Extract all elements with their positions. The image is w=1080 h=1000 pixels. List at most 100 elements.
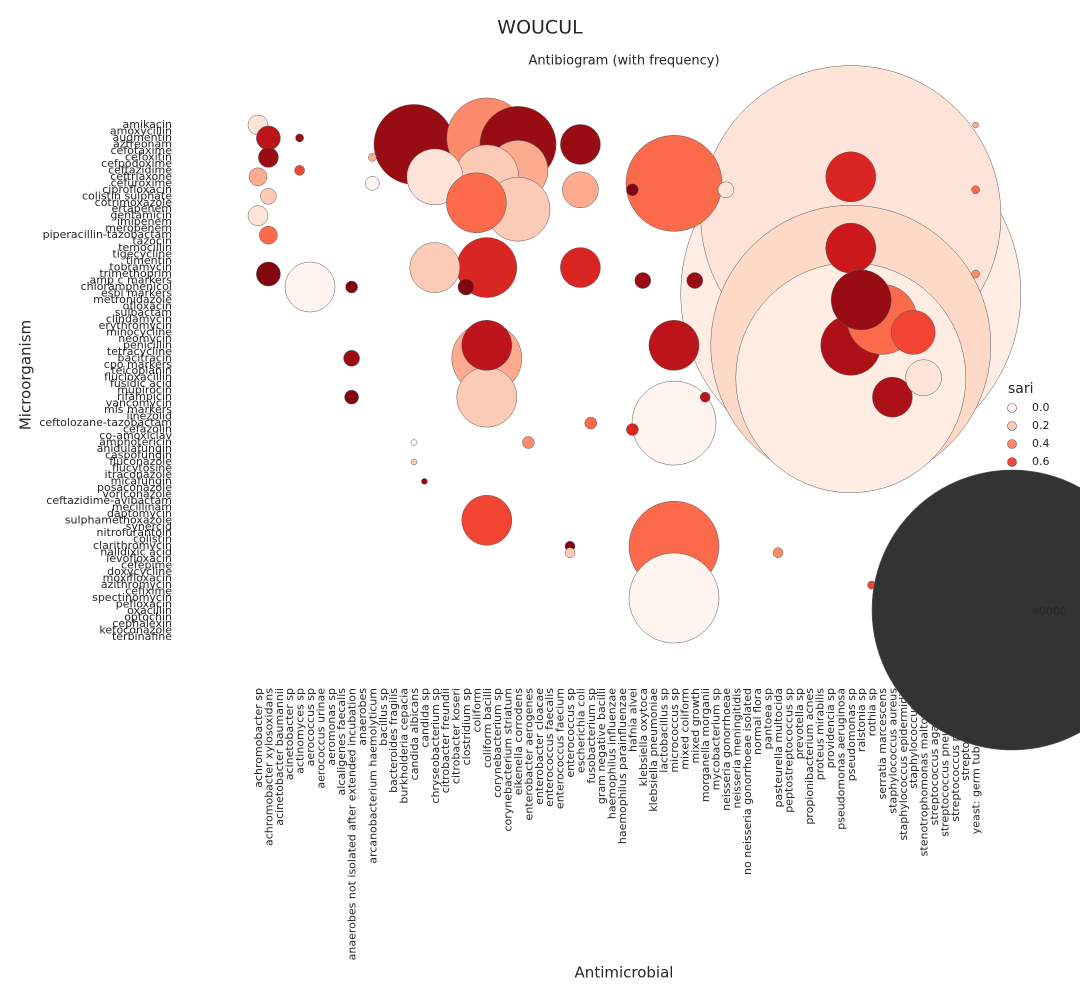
x-tick-label: alcaligenes faecalis: [335, 688, 348, 796]
y-tick-label: nalidixic acid: [100, 546, 172, 559]
y-tick-label: cefoxitin: [125, 150, 172, 163]
bubble: [294, 165, 305, 176]
bubble: [260, 188, 277, 205]
bubble: [686, 272, 704, 289]
x-tick-label: providencia sp: [824, 688, 837, 768]
bubble: [584, 416, 598, 430]
x-tick-label: rothia sp: [866, 688, 879, 736]
y-tick-label: piperacillin-tazobactam: [43, 228, 172, 241]
y-tick-label: cpo markers: [104, 358, 173, 371]
x-tick-label: neisseria gonorrhoeae: [720, 688, 733, 811]
y-tick-label: colistin sulphate: [82, 189, 172, 202]
bubble: [248, 167, 268, 187]
x-tick-label: pseudomonas sp: [845, 688, 858, 781]
x-tick-label: aeromonas sp: [325, 688, 338, 766]
y-tick-label: mupirocin: [117, 384, 172, 397]
x-tick-label: neisseria meningitidis: [730, 688, 743, 809]
x-tick-label: enterococcus faecium: [554, 688, 567, 809]
y-tick-label: ceftazidime-avibactam: [46, 494, 172, 507]
y-tick-label: minocycline: [106, 325, 172, 338]
y-tick-label: cotrimoxazole: [95, 196, 173, 209]
y-tick-label: cephalexin: [112, 617, 172, 630]
bubble: [284, 261, 336, 313]
y-tick-label: cefpodoxime: [101, 157, 172, 170]
y-tick-label: teicoplanin: [111, 364, 172, 377]
y-tick-label: ertapenem: [111, 202, 172, 215]
y-tick-label: penicillin: [123, 338, 172, 351]
y-tick-label: amoxycillin: [110, 124, 172, 137]
bubble: [772, 547, 784, 558]
y-tick-label: chloramphenicol: [81, 280, 172, 293]
y-tick-label: timentin: [126, 254, 172, 267]
bubble: [699, 391, 711, 403]
y-tick-label: linezolid: [127, 410, 172, 423]
bubble: [626, 183, 639, 197]
bubble: [259, 225, 278, 245]
bubble: [410, 439, 418, 446]
bubble: [446, 172, 507, 234]
y-tick-label: colistin: [133, 533, 172, 546]
y-tick-label: tetracycline: [107, 345, 172, 358]
y-tick-label: cefuroxime: [111, 176, 173, 189]
x-tick-label: stenotrophomonas maltophilia: [918, 688, 931, 856]
x-tick-label: clostridium sp: [460, 688, 473, 765]
x-tick-label: bacillus sp: [377, 688, 390, 746]
x-tick-label: enterobacter aerogenes: [522, 688, 535, 821]
bubble: [365, 176, 380, 191]
bubble: [461, 494, 513, 546]
x-tick-label: haemophilus influenzae: [606, 688, 619, 819]
y-tick-label: moxifloxacin: [103, 572, 172, 585]
x-tick-label: acinetobacter baumannii: [273, 688, 286, 826]
bubble: [626, 423, 639, 436]
bubble: [560, 124, 601, 165]
bubble: [971, 185, 980, 195]
x-tick-label: corynebacterium striatum: [502, 688, 515, 832]
y-tick-label: micafungin: [111, 474, 172, 487]
bubble: [368, 153, 377, 162]
legend-label: 40000: [1032, 605, 1067, 618]
bubble: [522, 436, 535, 449]
x-tick-label: hafnia alvei: [626, 688, 639, 752]
bubble: [560, 247, 601, 288]
legend-marker: [1007, 457, 1017, 467]
y-tick-label: caspofungin: [105, 448, 172, 461]
y-tick-label: mecillinam: [112, 500, 172, 513]
bubble: [631, 380, 717, 466]
y-tick-label: nitrofurantoin: [96, 526, 172, 539]
x-tick-label: propionibacterium acnes: [803, 688, 816, 825]
x-tick-label: peptostreptococcus sp: [782, 688, 795, 813]
x-tick-label: enterococcus faecalis: [543, 688, 556, 807]
x-tick-label: bacteroides fragilis: [387, 688, 400, 793]
bubble: [825, 151, 877, 203]
legend-label: 0.6: [1032, 455, 1050, 468]
y-tick-label: daptomycin: [107, 507, 172, 520]
legend-label: 0.2: [1032, 419, 1050, 432]
x-tick-label: mixed coliform: [678, 688, 691, 770]
y-tick-label: meropenem: [105, 222, 172, 235]
bubble: [345, 280, 358, 294]
y-tick-label: amikacin: [122, 118, 172, 131]
y-tick-label: metronidazole: [93, 293, 172, 306]
legend-title: sari: [1008, 381, 1034, 397]
y-tick-label: levofloxacin: [106, 552, 172, 565]
x-axis-label: Antimicrobial: [575, 964, 674, 982]
y-tick-label: gentamicin: [110, 209, 172, 222]
x-tick-label: coliform bacilli: [481, 688, 494, 768]
x-tick-label: morganella morganii: [699, 688, 712, 802]
y-tick-label: sulphamethoxazole: [65, 513, 172, 526]
x-tick-label: normal flora: [751, 688, 764, 755]
bubble: [562, 171, 599, 209]
bubble: [628, 552, 720, 644]
x-tick-label: anaerobes not isolated after extended in…: [346, 688, 359, 960]
y-tick-label: terbinafine: [112, 630, 172, 643]
x-tick-label: serratia marcescens: [876, 688, 889, 800]
x-tick-label: prevotella sp: [793, 688, 806, 759]
y-tick-label: flucytosine: [112, 461, 172, 474]
x-tick-label: staphylococcus aureus: [886, 688, 899, 814]
y-tick-label: amphotericin: [99, 436, 172, 449]
y-tick-label: ceftolozane-tazobactam: [39, 416, 172, 429]
bubble: [343, 350, 360, 367]
legend: sari 0.0 0.2 0.4 0.6 40000: [871, 381, 1080, 751]
bubble: [830, 269, 892, 331]
